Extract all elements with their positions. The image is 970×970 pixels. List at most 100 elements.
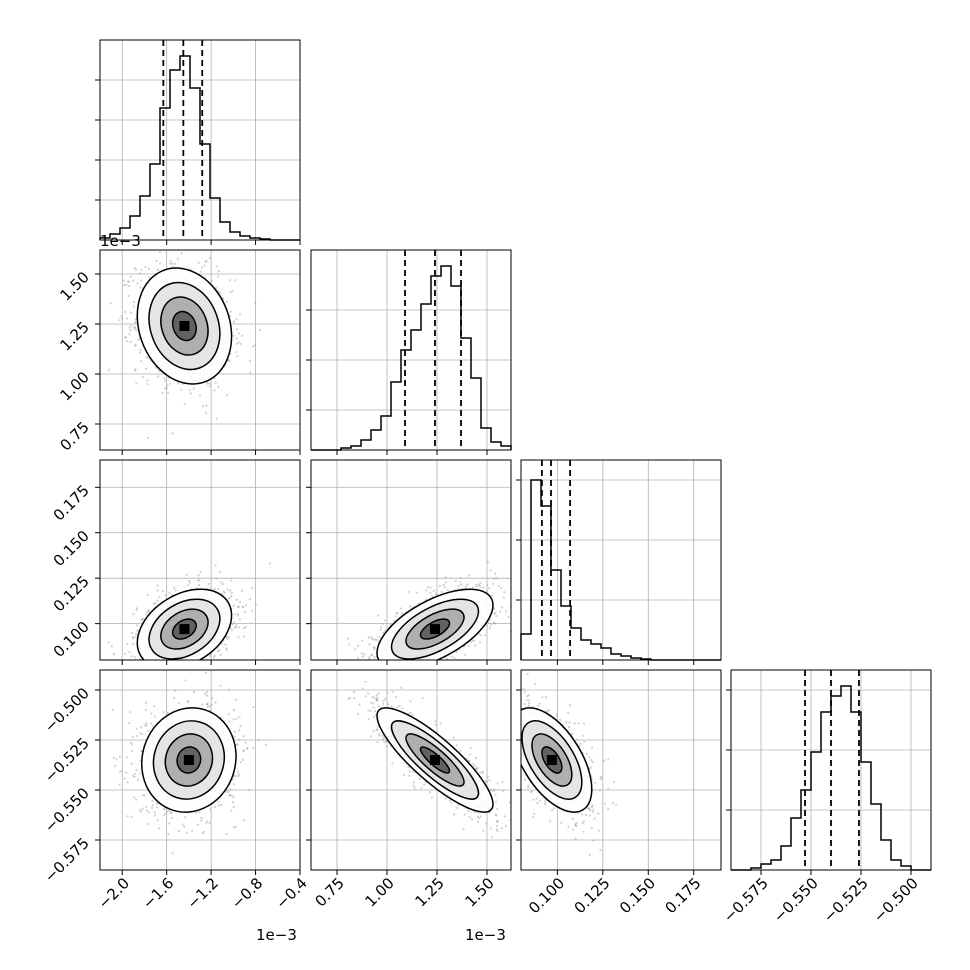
- sample-point: [107, 641, 110, 644]
- sample-point: [167, 665, 169, 667]
- sample-point: [197, 261, 200, 264]
- sample-point: [396, 612, 399, 615]
- sample-point: [483, 634, 487, 637]
- sample-point: [226, 638, 229, 641]
- sample-point: [135, 632, 138, 636]
- sample-point: [146, 611, 149, 614]
- sample-point: [479, 641, 482, 644]
- sample-point: [205, 259, 208, 262]
- sample-point: [173, 675, 175, 677]
- sample-point: [156, 599, 159, 602]
- sample-point: [216, 275, 219, 278]
- sample-point: [211, 696, 214, 700]
- sample-point: [444, 576, 447, 579]
- sample-point: [208, 256, 212, 259]
- sample-point: [171, 675, 173, 677]
- sample-point: [206, 703, 209, 706]
- sample-point: [145, 809, 148, 812]
- sample-point: [495, 614, 498, 618]
- sample-point: [238, 313, 241, 316]
- sample-point: [232, 805, 235, 809]
- sample-point: [185, 682, 187, 684]
- axes-frame: [520, 459, 722, 661]
- sample-point: [468, 645, 471, 648]
- sample-point: [172, 586, 176, 589]
- sample-point: [115, 758, 118, 761]
- sample-point: [125, 771, 128, 774]
- sample-point: [222, 590, 225, 593]
- sample-point: [182, 662, 184, 664]
- sample-point: [455, 651, 458, 654]
- sample-point: [222, 235, 224, 237]
- sample-point: [164, 379, 167, 382]
- sample-point: [346, 637, 349, 640]
- sample-point: [134, 661, 136, 663]
- sample-point: [123, 652, 127, 655]
- sample-point: [218, 804, 221, 807]
- sample-point: [148, 667, 150, 669]
- sample-point: [169, 262, 172, 265]
- sample-point: [232, 320, 235, 323]
- sample-point: [229, 310, 232, 313]
- sample-point: [497, 584, 500, 588]
- sample-point: [134, 343, 137, 346]
- sample-point: [133, 656, 136, 659]
- sample-point: [394, 615, 397, 618]
- sample-point: [420, 663, 422, 665]
- sample-point: [154, 814, 157, 817]
- sample-point: [165, 387, 168, 390]
- sample-point: [151, 670, 153, 672]
- sample-point: [232, 604, 235, 607]
- sample-point: [135, 608, 138, 612]
- sample-point: [137, 338, 140, 341]
- sample-point: [492, 621, 496, 625]
- sample-point: [162, 814, 165, 817]
- sample-point: [241, 605, 244, 608]
- density-peak: [179, 321, 190, 331]
- sample-point: [229, 352, 232, 355]
- sample-point: [398, 671, 400, 673]
- sample-point: [110, 645, 113, 648]
- sample-point: [482, 663, 484, 665]
- sample-point: [209, 808, 212, 811]
- sample-point: [146, 667, 148, 669]
- sample-point: [148, 680, 150, 682]
- sample-point: [129, 275, 132, 278]
- sample-point: [134, 321, 137, 324]
- sample-point: [183, 403, 186, 406]
- sample-point: [198, 662, 200, 664]
- sample-point: [232, 334, 235, 337]
- sample-point: [151, 667, 153, 669]
- sample-point: [413, 661, 415, 663]
- sample-point: [140, 750, 143, 753]
- density-peak: [430, 624, 440, 635]
- sample-point: [227, 598, 230, 601]
- sample-point: [203, 830, 206, 833]
- sample-point: [171, 432, 174, 435]
- sample-point: [139, 808, 142, 812]
- sample-point: [164, 387, 167, 390]
- sample-point: [147, 609, 150, 612]
- sample-point: [409, 605, 412, 608]
- sample-point: [408, 590, 411, 593]
- sample-point: [139, 810, 142, 813]
- sample-point: [242, 819, 245, 822]
- sample-point: [423, 662, 425, 664]
- sample-point: [133, 772, 136, 776]
- sample-point: [248, 359, 251, 363]
- sample-point: [229, 279, 232, 282]
- sample-point: [215, 265, 218, 268]
- sample-point: [363, 694, 365, 696]
- sample-point: [88, 291, 90, 293]
- sample-point: [132, 613, 135, 616]
- sample-point: [232, 783, 236, 786]
- sample-point: [353, 648, 357, 651]
- sample-point: [135, 624, 139, 627]
- sample-point: [167, 391, 170, 394]
- sample-point: [118, 783, 121, 786]
- sample-point: [134, 320, 137, 323]
- sample-point: [196, 579, 200, 582]
- sample-point: [435, 667, 437, 669]
- sample-point: [403, 671, 405, 673]
- sample-point: [155, 685, 157, 687]
